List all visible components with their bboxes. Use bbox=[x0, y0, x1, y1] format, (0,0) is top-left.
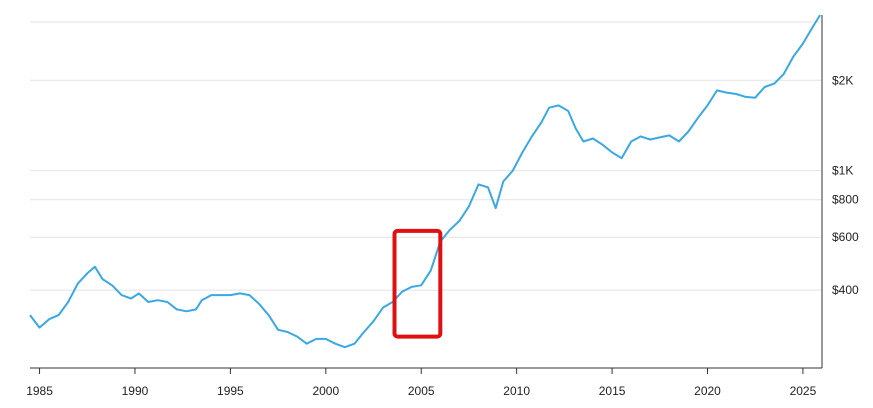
highlight-layer bbox=[392, 228, 443, 339]
x-tick-label: 2005 bbox=[408, 384, 435, 398]
x-tick-label: 1985 bbox=[26, 384, 53, 398]
y-tick-label: $800 bbox=[832, 193, 859, 207]
x-tick-label: 2000 bbox=[312, 384, 339, 398]
y-tick-label: $2K bbox=[832, 73, 853, 87]
gridlines bbox=[30, 21, 822, 291]
x-tick-label: 2015 bbox=[599, 384, 626, 398]
y-axis: $400 $600 $800 $1K $2K bbox=[821, 15, 859, 368]
y-tick-label: $400 bbox=[832, 283, 859, 297]
x-tick-label: 1990 bbox=[122, 384, 149, 398]
x-tick-label: 2020 bbox=[694, 384, 721, 398]
highlight-box bbox=[392, 228, 443, 339]
series-layer bbox=[29, 14, 821, 349]
y-tick-label: $1K bbox=[832, 164, 853, 178]
x-tick-label: 2010 bbox=[503, 384, 530, 398]
x-tick-label: 2025 bbox=[790, 384, 817, 398]
y-tick-label: $600 bbox=[832, 230, 859, 244]
price-line bbox=[29, 14, 821, 349]
x-axis: 1985 1990 1995 2000 2005 2010 2015 2020 2025 bbox=[26, 367, 822, 398]
x-tick-label: 1995 bbox=[217, 384, 244, 398]
